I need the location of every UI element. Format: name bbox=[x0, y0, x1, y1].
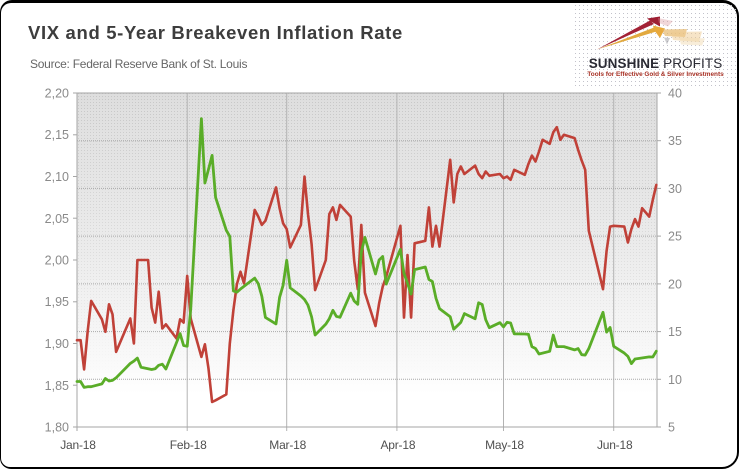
svg-text:Jun-18: Jun-18 bbox=[597, 438, 633, 452]
svg-text:May-18: May-18 bbox=[485, 438, 524, 452]
svg-text:Apr-18: Apr-18 bbox=[380, 438, 415, 452]
svg-text:20: 20 bbox=[668, 277, 682, 291]
svg-text:2,05: 2,05 bbox=[45, 212, 69, 226]
svg-text:Mar-18: Mar-18 bbox=[269, 438, 306, 452]
svg-text:1,95: 1,95 bbox=[45, 295, 69, 309]
svg-text:2,15: 2,15 bbox=[45, 128, 69, 142]
svg-text:10: 10 bbox=[668, 373, 682, 387]
svg-text:35: 35 bbox=[668, 134, 682, 148]
svg-text:Jan-18: Jan-18 bbox=[60, 438, 96, 452]
svg-text:25: 25 bbox=[668, 230, 682, 244]
svg-text:1,80: 1,80 bbox=[45, 421, 69, 435]
svg-text:2,10: 2,10 bbox=[45, 170, 69, 184]
svg-text:30: 30 bbox=[668, 182, 682, 196]
svg-text:5: 5 bbox=[668, 421, 675, 435]
svg-text:2,00: 2,00 bbox=[45, 254, 69, 268]
svg-text:15: 15 bbox=[668, 325, 682, 339]
svg-text:40: 40 bbox=[668, 87, 682, 101]
svg-text:1,90: 1,90 bbox=[45, 337, 69, 351]
svg-text:Feb-18: Feb-18 bbox=[170, 438, 207, 452]
svg-text:1,85: 1,85 bbox=[45, 379, 69, 393]
svg-text:2,20: 2,20 bbox=[45, 87, 69, 101]
